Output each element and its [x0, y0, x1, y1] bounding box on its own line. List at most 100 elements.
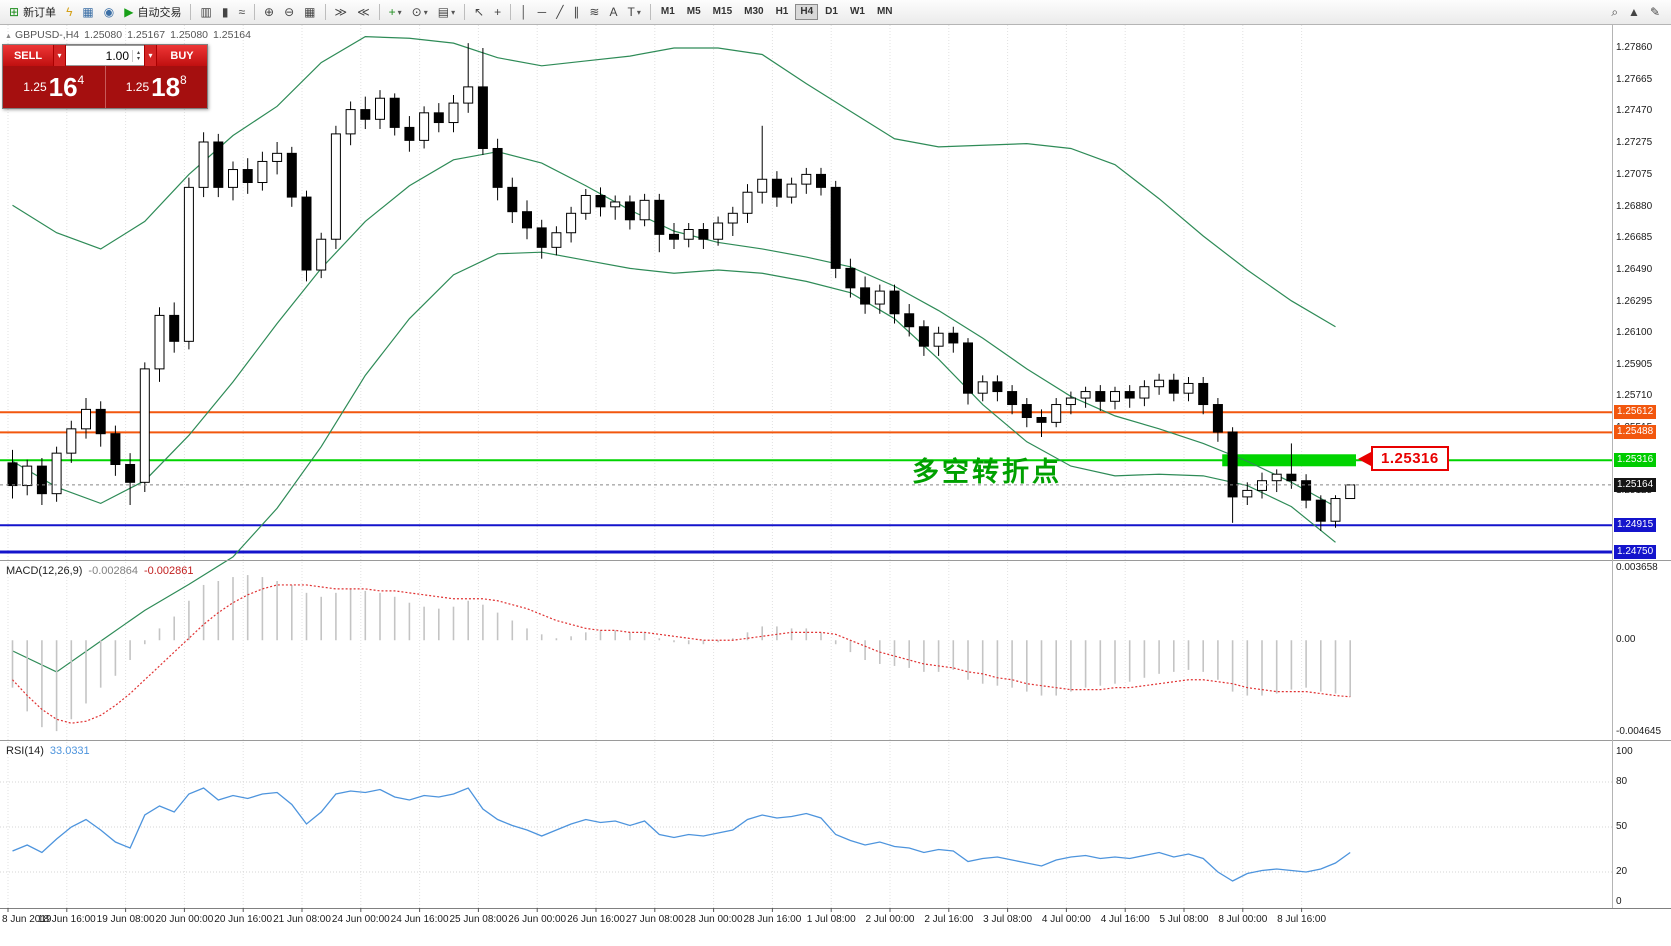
trendline-icon: ╱	[556, 5, 564, 19]
callout-price-label: 1.25316	[1371, 446, 1449, 471]
timeframe-button-m15[interactable]: M15	[712, 6, 733, 17]
cursor-icon: ↖	[474, 5, 485, 19]
timeframe-button-w1[interactable]: W1	[849, 6, 865, 17]
periods-icon: ⊙	[411, 5, 422, 19]
zoom-in-button[interactable]: ⊕	[260, 1, 278, 23]
rsi-series	[0, 781, 1612, 882]
metaeditor-button[interactable]: ϟ	[62, 1, 76, 23]
equidistant-channel-icon: ∥	[573, 5, 580, 19]
bid-price-display[interactable]: 1.25 16 4	[3, 66, 105, 108]
volume-down-arrow[interactable]: ▾	[136, 55, 140, 62]
new-order-button[interactable]: ⊞ 新订单	[5, 1, 60, 23]
chart-annotation-text[interactable]: 多空转折点	[912, 457, 1062, 487]
auto-trading-button[interactable]: ▶ 自动交易	[120, 1, 185, 23]
sell-button[interactable]: SELL	[3, 45, 53, 66]
one-click-trading-panel: SELL ▾ 1.00 ▴ ▾ ▾ BUY 1.25 16 4 1.25 18 8	[2, 44, 208, 109]
panel-frame	[0, 25, 1671, 912]
text-label-button[interactable]: T ▾	[624, 1, 645, 23]
vertical-line-button[interactable]: │	[516, 1, 532, 23]
auto-scroll-button[interactable]: ≫	[331, 1, 352, 23]
bar-chart-icon: ▥	[200, 5, 212, 19]
horizontal-line-button[interactable]: ─	[534, 1, 551, 23]
bar-chart-button[interactable]: ▥	[196, 1, 215, 23]
indicators-dropdown-arrow[interactable]: ▾	[397, 7, 402, 17]
toolbar: ⊞ 新订单 ϟ ▦ ◉ ▶ 自动交易 ▥ ▮ ≈ ⊕ ⊖ ▦ ≫ ≪ + ▾ ⊙ ▾ ▤ ▾ ↖ + │ ─ ╱ ∥ ≋ A T ▾ M1 M5…	[0, 0, 1671, 25]
buy-button[interactable]: BUY	[157, 45, 207, 66]
buy-dropdown-arrow[interactable]: ▾	[144, 45, 157, 66]
horizontal-lines	[0, 411, 1612, 554]
auto-scroll-icon: ≫	[334, 5, 348, 19]
auto-trading-icon: ▶	[124, 5, 134, 19]
scroll-to-end-button[interactable]: ▲	[1624, 1, 1644, 23]
market-watch-button[interactable]: ▦	[78, 1, 97, 23]
candlestick-chart-icon: ▮	[221, 5, 229, 19]
macd-signal-line	[12, 584, 1351, 724]
templates-icon: ▤	[437, 5, 450, 19]
text-button[interactable]: A	[605, 1, 621, 23]
main-macd-splitter[interactable]	[0, 558, 1671, 563]
fibonacci-icon: ≋	[589, 5, 600, 19]
volume-input[interactable]: 1.00	[105, 48, 129, 63]
line-chart-button[interactable]: ≈	[234, 1, 249, 23]
quick-edit-button[interactable]: ✎	[1646, 1, 1664, 23]
crosshair-icon: +	[494, 5, 502, 19]
bollinger-bands	[12, 36, 1336, 673]
market-watch-icon: ▦	[82, 5, 94, 19]
volume-up-arrow[interactable]: ▴	[136, 49, 140, 56]
bid-sup-digit: 4	[77, 73, 85, 87]
toolbar-separator	[190, 4, 192, 20]
chart-shift-button[interactable]: ≪	[353, 1, 374, 23]
zoom-out-button[interactable]: ⊖	[280, 1, 298, 23]
templates-dropdown-arrow[interactable]: ▾	[451, 7, 456, 17]
chart-shift-icon: ≪	[357, 5, 370, 19]
vertical-line-icon: │	[520, 5, 528, 19]
timeframe-button-m30[interactable]: M30	[744, 6, 764, 17]
navigator-icon: ◉	[103, 5, 115, 19]
trade-panel-price-row: 1.25 16 4 1.25 18 8	[3, 66, 207, 108]
bollinger-upper-band	[12, 36, 1336, 328]
indicators-button[interactable]: + ▾	[385, 1, 406, 23]
timeframe-button-h4[interactable]: H4	[795, 4, 819, 20]
crosshair-button[interactable]: +	[490, 1, 505, 23]
equidistant-channel-button[interactable]: ∥	[569, 1, 583, 23]
templates-button[interactable]: ▤ ▾	[434, 1, 459, 23]
horizontal-line-icon: ─	[537, 5, 547, 19]
search-button[interactable]: ⌕	[1607, 1, 1622, 23]
bid-prefix: 1.25	[23, 80, 47, 94]
tile-windows-button[interactable]: ▦	[300, 1, 319, 23]
search-icon: ⌕	[1611, 5, 1619, 19]
timeframe-button-h1[interactable]: H1	[775, 6, 789, 17]
indicators-icon: +	[388, 5, 396, 19]
ask-big-digits: 18	[151, 72, 181, 102]
timeframe-button-mn[interactable]: MN	[876, 6, 893, 17]
periods-dropdown-arrow[interactable]: ▾	[423, 7, 428, 17]
collapse-triangle-icon[interactable]: ▲	[5, 33, 12, 40]
bollinger-middle-band	[12, 151, 1336, 508]
trendline-button[interactable]: ╱	[552, 1, 567, 23]
ask-sup-digit: 8	[180, 73, 187, 87]
toolbar-separator	[324, 4, 326, 20]
cursor-button[interactable]: ↖	[470, 1, 488, 23]
callout-left-arrow-icon	[1358, 451, 1371, 466]
candlestick-chart-button[interactable]: ▮	[218, 1, 233, 23]
sell-dropdown-arrow[interactable]: ▾	[53, 45, 66, 66]
navigator-button[interactable]: ◉	[100, 1, 118, 23]
price-axis[interactable]	[1612, 25, 1671, 908]
macd-rsi-splitter[interactable]	[0, 738, 1671, 743]
rsi-line	[12, 787, 1351, 882]
price-callout[interactable]: 1.25316	[1358, 446, 1449, 471]
timeframe-button-m5[interactable]: M5	[686, 6, 701, 17]
toolbar-separator	[649, 4, 651, 20]
timeframe-button-d1[interactable]: D1	[825, 6, 838, 17]
text-label-dropdown-arrow[interactable]: ▾	[636, 7, 641, 17]
periods-button[interactable]: ⊙ ▾	[408, 1, 432, 23]
new-order-icon: ⊞	[9, 5, 20, 19]
ask-price-display[interactable]: 1.25 18 8	[104, 66, 208, 108]
fibonacci-button[interactable]: ≋	[585, 1, 603, 23]
time-axis[interactable]	[0, 908, 1671, 932]
highlight-zone-rect[interactable]	[1222, 454, 1356, 467]
zoom-in-icon: ⊕	[264, 5, 275, 19]
timeframe-button-m1[interactable]: M1	[660, 6, 675, 17]
